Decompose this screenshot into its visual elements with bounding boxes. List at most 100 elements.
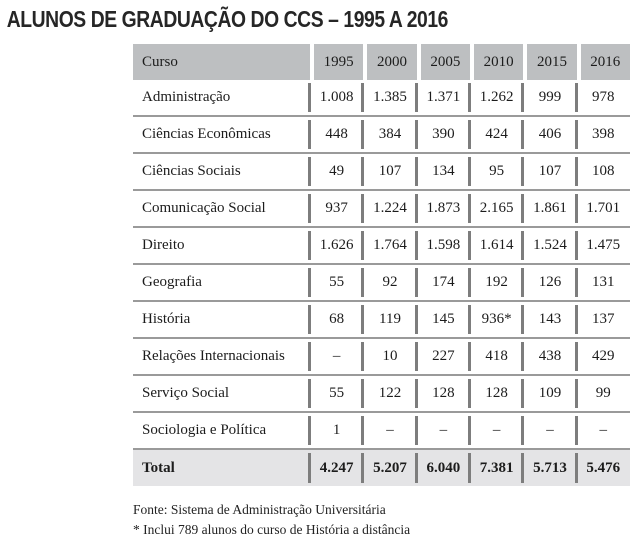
value-cell: 1.598 [414,228,470,263]
value-cell: 10 [361,339,416,374]
column-header-2016: 2016 [576,44,630,80]
value-cell: 1.224 [361,191,416,226]
total-label-cell: Total [142,459,175,476]
value-cell: 119 [361,302,416,337]
value-cell: 999 [521,80,576,115]
value-cell: 406 [521,117,576,152]
course-cell: Administração [142,89,231,105]
column-header-2010: 2010 [469,44,524,80]
course-cell: Ciências Econômicas [142,126,271,142]
table-row-direito: Direito 1.626 1.764 1.598 1.614 1.524 1.… [133,228,630,265]
value-cell: – [574,413,630,448]
value-cell: 1.764 [361,228,416,263]
value-cell: 227 [414,339,470,374]
course-cell: Geografia [142,274,202,290]
total-value-cell: 5.713 [521,450,576,486]
table-row-servico-social: Serviço Social 55 122 128 128 109 99 [133,376,630,413]
total-value-cell: 6.040 [414,450,470,486]
course-cell: Ciências Sociais [142,163,241,179]
value-cell: – [414,413,470,448]
course-cell: História [142,311,191,327]
table-row-historia: História 68 119 145 936* 143 137 [133,302,630,339]
value-cell: 109 [521,376,576,411]
value-cell: 2.165 [467,191,523,226]
value-cell: 937 [307,191,363,226]
page-title: ALUNOS DE GRADUAÇÃO DO CCS – 1995 A 2016 [6,6,449,32]
course-cell: Comunicação Social [142,200,266,216]
value-cell: 122 [361,376,416,411]
table-row-total: Total 4.247 5.207 6.040 7.381 5.713 5.47… [133,450,630,486]
column-header-1995: 1995 [310,44,364,80]
enrollment-table: Curso 1995 2000 2005 2010 2015 2016 Admi… [133,44,630,486]
value-cell: 424 [467,117,523,152]
course-cell: Serviço Social [142,385,230,401]
value-cell: 1 [307,413,363,448]
value-cell: – [467,413,523,448]
source-note: Fonte: Sistema de Administração Universi… [133,502,386,517]
value-cell: 418 [467,339,523,374]
value-cell: 128 [467,376,523,411]
value-cell: 390 [414,117,470,152]
column-header-2005: 2005 [416,44,470,80]
value-cell: 978 [574,80,630,115]
value-cell: 1.701 [574,191,630,226]
table-row-relacoes-internacionais: Relações Internacionais – 10 227 418 438… [133,339,630,376]
table-row-sociologia-e-politica: Sociologia e Política 1 – – – – – [133,413,630,450]
table-row-comunicacao-social: Comunicação Social 937 1.224 1.873 2.165… [133,191,630,228]
value-cell: 107 [521,154,576,189]
value-cell: 1.385 [361,80,416,115]
value-cell: 95 [467,154,523,189]
value-cell: 68 [307,302,363,337]
value-cell: 99 [574,376,630,411]
value-cell: – [361,413,416,448]
asterisk-note: * Inclui 789 alunos do curso de História… [133,522,411,537]
value-cell: 49 [307,154,363,189]
table-row-ciencias-sociais: Ciências Sociais 49 107 134 95 107 108 [133,154,630,191]
value-cell: 143 [521,302,576,337]
value-cell: 1.626 [307,228,363,263]
value-cell: 55 [307,265,363,300]
table-row-geografia: Geografia 55 92 174 192 126 131 [133,265,630,302]
footnotes: Fonte: Sistema de Administração Universi… [133,500,640,540]
value-cell: 384 [361,117,416,152]
value-cell: 1.614 [467,228,523,263]
value-cell: – [307,339,363,374]
value-cell: 438 [521,339,576,374]
total-value-cell: 4.247 [307,450,363,486]
course-cell: Direito [142,237,185,253]
course-cell: Sociologia e Política [142,422,267,438]
value-cell: 145 [414,302,470,337]
value-cell: 131 [574,265,630,300]
value-cell: 134 [414,154,470,189]
value-cell: 1.873 [414,191,470,226]
column-header-2015: 2015 [523,44,577,80]
value-cell: 1.524 [521,228,576,263]
value-cell: 92 [361,265,416,300]
table-row-ciencias-economicas: Ciências Econômicas 448 384 390 424 406 … [133,117,630,154]
course-cell: Relações Internacionais [142,348,285,364]
value-cell: 55 [307,376,363,411]
value-cell: 126 [521,265,576,300]
value-cell: 1.861 [521,191,576,226]
column-header-curso: Curso [133,44,310,80]
total-value-cell: 5.476 [574,450,630,486]
value-cell: 1.262 [467,80,523,115]
value-cell: 1.371 [414,80,470,115]
value-cell: – [521,413,576,448]
value-cell: 448 [307,117,363,152]
value-cell: 174 [414,265,470,300]
total-value-cell: 5.207 [361,450,416,486]
value-cell: 192 [467,265,523,300]
table-row-administracao: Administração 1.008 1.385 1.371 1.262 99… [133,80,630,117]
value-cell: 128 [414,376,470,411]
value-cell: 936* [467,302,523,337]
value-cell: 107 [361,154,416,189]
column-header-2000: 2000 [363,44,417,80]
value-cell: 108 [574,154,630,189]
value-cell: 398 [574,117,630,152]
value-cell: 429 [574,339,630,374]
table-header-row: Curso 1995 2000 2005 2010 2015 2016 [133,44,630,80]
value-cell: 1.008 [307,80,363,115]
value-cell: 137 [574,302,630,337]
